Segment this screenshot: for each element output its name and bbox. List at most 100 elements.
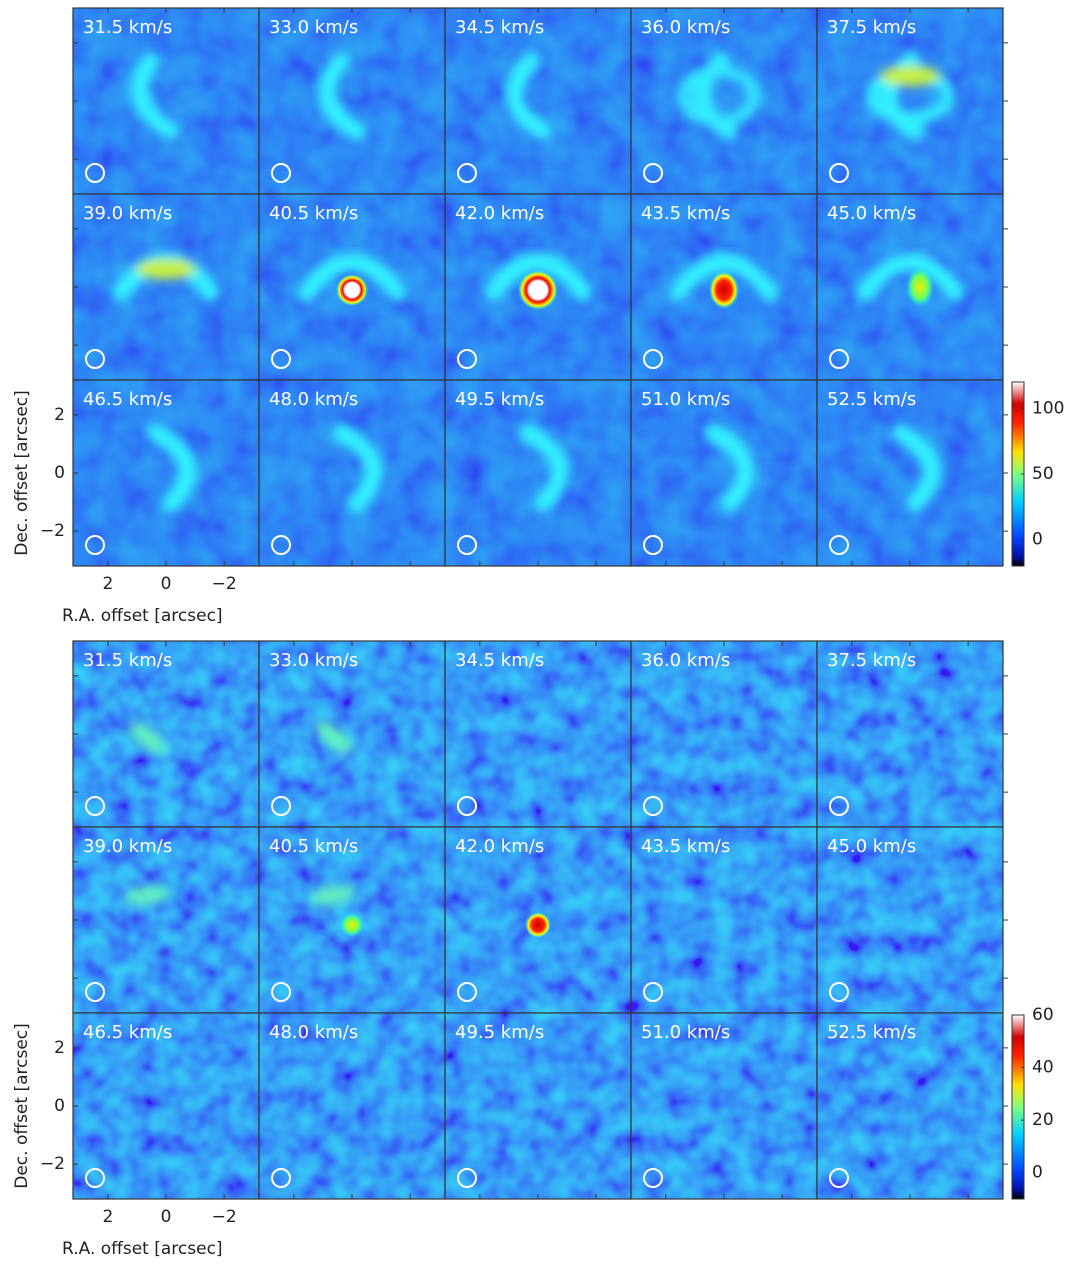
emission-arc xyxy=(298,253,406,301)
panel-noise xyxy=(73,827,259,1013)
emission-arc xyxy=(891,424,941,512)
colorbar-tick-label: 0 xyxy=(1032,530,1043,550)
panel: 48.0 km/s xyxy=(258,379,446,567)
colorbar xyxy=(1011,1014,1025,1200)
panel-label: 46.5 km/s xyxy=(83,1022,172,1043)
panel-label: 43.5 km/s xyxy=(641,203,730,224)
emission-blob xyxy=(310,885,355,906)
y-tick-label: −2 xyxy=(40,1154,65,1174)
beam xyxy=(457,535,477,555)
colorbar-tick-label: 100 xyxy=(1032,398,1064,418)
beam xyxy=(643,796,663,816)
colorbar-tick-label: 50 xyxy=(1032,464,1054,484)
emission-peak xyxy=(136,259,196,279)
beam xyxy=(643,163,663,183)
panel: 43.5 km/s xyxy=(630,826,818,1014)
x-tick-label: −2 xyxy=(212,1207,237,1227)
beam xyxy=(271,535,291,555)
emission-hotspot xyxy=(525,912,551,938)
panel: 40.5 km/s xyxy=(258,826,446,1014)
beam xyxy=(85,1168,105,1188)
panel-noise xyxy=(817,380,1003,566)
emission xyxy=(298,253,406,301)
panel: 42.0 km/s xyxy=(444,826,632,1014)
emission xyxy=(705,424,755,512)
panel: 51.0 km/s xyxy=(630,379,818,567)
beam xyxy=(85,982,105,1002)
beam xyxy=(85,796,105,816)
panel: 39.0 km/s xyxy=(72,193,260,381)
panel: 37.5 km/s xyxy=(816,640,1008,828)
x-axis-label: R.A. offset [arcsec] xyxy=(62,606,223,626)
emission-blob xyxy=(315,722,352,754)
panel: 42.0 km/s xyxy=(444,193,632,381)
panel: 49.5 km/s xyxy=(444,379,632,567)
y-tick-label: 2 xyxy=(54,405,65,425)
emission-hotspot xyxy=(336,274,368,306)
panel-noise xyxy=(817,1013,1003,1199)
panel-label: 34.5 km/s xyxy=(455,650,544,671)
y-axis-label: Dec. offset [arcsec] xyxy=(12,1023,32,1189)
emission-arc xyxy=(705,424,755,512)
panel: 49.5 km/s xyxy=(444,1012,632,1200)
panel: 31.5 km/s xyxy=(72,640,260,828)
emission xyxy=(129,722,166,754)
panel-noise xyxy=(445,1013,631,1199)
colorbar-tick-label: 60 xyxy=(1032,1005,1054,1025)
panel-label: 48.0 km/s xyxy=(269,389,358,410)
emission-arc xyxy=(670,253,778,301)
y-tick-label: 2 xyxy=(54,1038,65,1058)
panel-label: 51.0 km/s xyxy=(641,389,730,410)
panel: 37.5 km/s xyxy=(816,7,1008,195)
emission xyxy=(891,424,941,512)
emission xyxy=(318,52,366,140)
panel: 33.0 km/s xyxy=(258,640,446,828)
emission-arc xyxy=(505,52,552,140)
panel: 34.5 km/s xyxy=(444,640,632,828)
beam xyxy=(271,982,291,1002)
emission-arc xyxy=(333,424,383,512)
x-tick-label: 2 xyxy=(102,574,113,594)
panel: 45.0 km/s xyxy=(816,826,1008,1014)
beam xyxy=(829,163,849,183)
emission-arc xyxy=(130,52,180,140)
panel-label: 52.5 km/s xyxy=(827,1022,916,1043)
emission xyxy=(310,885,355,906)
emission-blob xyxy=(129,722,166,754)
panel-noise xyxy=(631,641,817,827)
emission-hotspot xyxy=(340,913,364,937)
beam xyxy=(271,349,291,369)
panel: 48.0 km/s xyxy=(258,1012,446,1200)
panel-noise xyxy=(817,641,1003,827)
beam xyxy=(643,982,663,1002)
emission xyxy=(112,253,220,301)
panel: 31.5 km/s xyxy=(72,7,260,195)
channel-map: 31.5 km/s 33.0 km/s 34.5 km/s 36.0 km/s 37.5… xyxy=(12,7,1064,626)
beam xyxy=(457,1168,477,1188)
emission xyxy=(856,253,964,301)
panel: 39.0 km/s xyxy=(72,826,260,1014)
beam xyxy=(457,982,477,1002)
panel-noise xyxy=(73,380,259,566)
emission-ring xyxy=(678,65,760,127)
panel-label: 36.0 km/s xyxy=(641,17,730,38)
panel: 33.0 km/s xyxy=(258,7,446,195)
emission-arc xyxy=(147,424,197,512)
beam xyxy=(643,349,663,369)
panel: 43.5 km/s xyxy=(630,193,818,381)
panel-noise xyxy=(817,827,1003,1013)
panel-noise xyxy=(631,827,817,1013)
panel-label: 34.5 km/s xyxy=(455,17,544,38)
panel-label: 40.5 km/s xyxy=(269,836,358,857)
emission-peak xyxy=(880,66,940,86)
emission-arc xyxy=(856,253,964,301)
x-tick-label: 0 xyxy=(161,1207,172,1227)
beam xyxy=(829,1168,849,1188)
beam xyxy=(829,796,849,816)
panel-noise xyxy=(73,641,259,827)
panel-noise xyxy=(73,8,259,194)
panel-label: 49.5 km/s xyxy=(455,1022,544,1043)
panel-label: 46.5 km/s xyxy=(83,389,172,410)
colorbar-tick-label: 20 xyxy=(1032,1110,1054,1130)
panel-label: 37.5 km/s xyxy=(827,17,916,38)
